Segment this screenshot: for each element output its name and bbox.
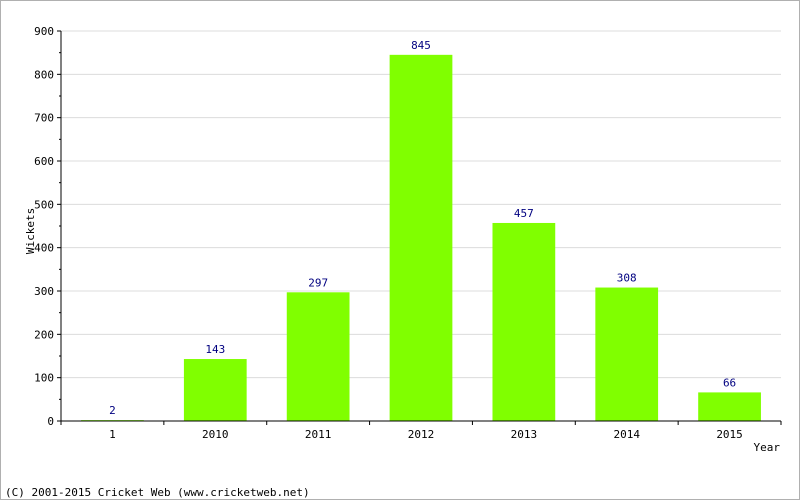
bar <box>389 54 453 421</box>
x-tick-labels: 1 2010 2011 2012 2013 2014 2015 <box>109 428 743 441</box>
data-label: 66 <box>723 376 736 389</box>
x-axis-title: Year <box>754 441 781 454</box>
y-tick-labels: 0 100 200 300 400 500 600 700 800 900 <box>34 25 54 428</box>
x-tick-label: 2010 <box>202 428 229 441</box>
x-tick-label: 2014 <box>613 428 640 441</box>
y-tick-label: 300 <box>34 285 54 298</box>
data-labels: 2 143 297 845 457 308 66 <box>109 39 736 417</box>
x-tick-label: 2011 <box>305 428 332 441</box>
y-tick-label: 900 <box>34 25 54 38</box>
y-tick-label: 700 <box>34 112 54 125</box>
bar <box>595 287 659 421</box>
x-tick-label: 2015 <box>716 428 743 441</box>
bar <box>492 222 556 421</box>
y-axis-title: Wickets <box>24 208 37 254</box>
bar <box>698 392 761 421</box>
bar <box>183 359 247 421</box>
data-label: 297 <box>308 276 328 289</box>
data-label: 308 <box>617 272 637 285</box>
x-tick-label: 2013 <box>511 428 538 441</box>
data-label: 457 <box>514 207 534 220</box>
y-tick-label: 400 <box>34 242 54 255</box>
y-tick-label: 200 <box>34 328 54 341</box>
y-tick-label: 100 <box>34 372 54 385</box>
credit-text: (C) 2001-2015 Cricket Web (www.cricketwe… <box>5 486 310 499</box>
y-tick-label: 0 <box>47 415 54 428</box>
x-tick-label: 1 <box>109 428 116 441</box>
data-label: 143 <box>205 343 225 356</box>
data-label: 2 <box>109 404 116 417</box>
x-tick-label: 2012 <box>408 428 435 441</box>
axes <box>57 30 782 425</box>
y-tick-label: 500 <box>34 198 54 211</box>
bar <box>286 292 350 421</box>
bars <box>81 54 761 421</box>
y-tick-label: 600 <box>34 155 54 168</box>
y-tick-label: 800 <box>34 68 54 81</box>
data-label: 845 <box>411 39 431 52</box>
